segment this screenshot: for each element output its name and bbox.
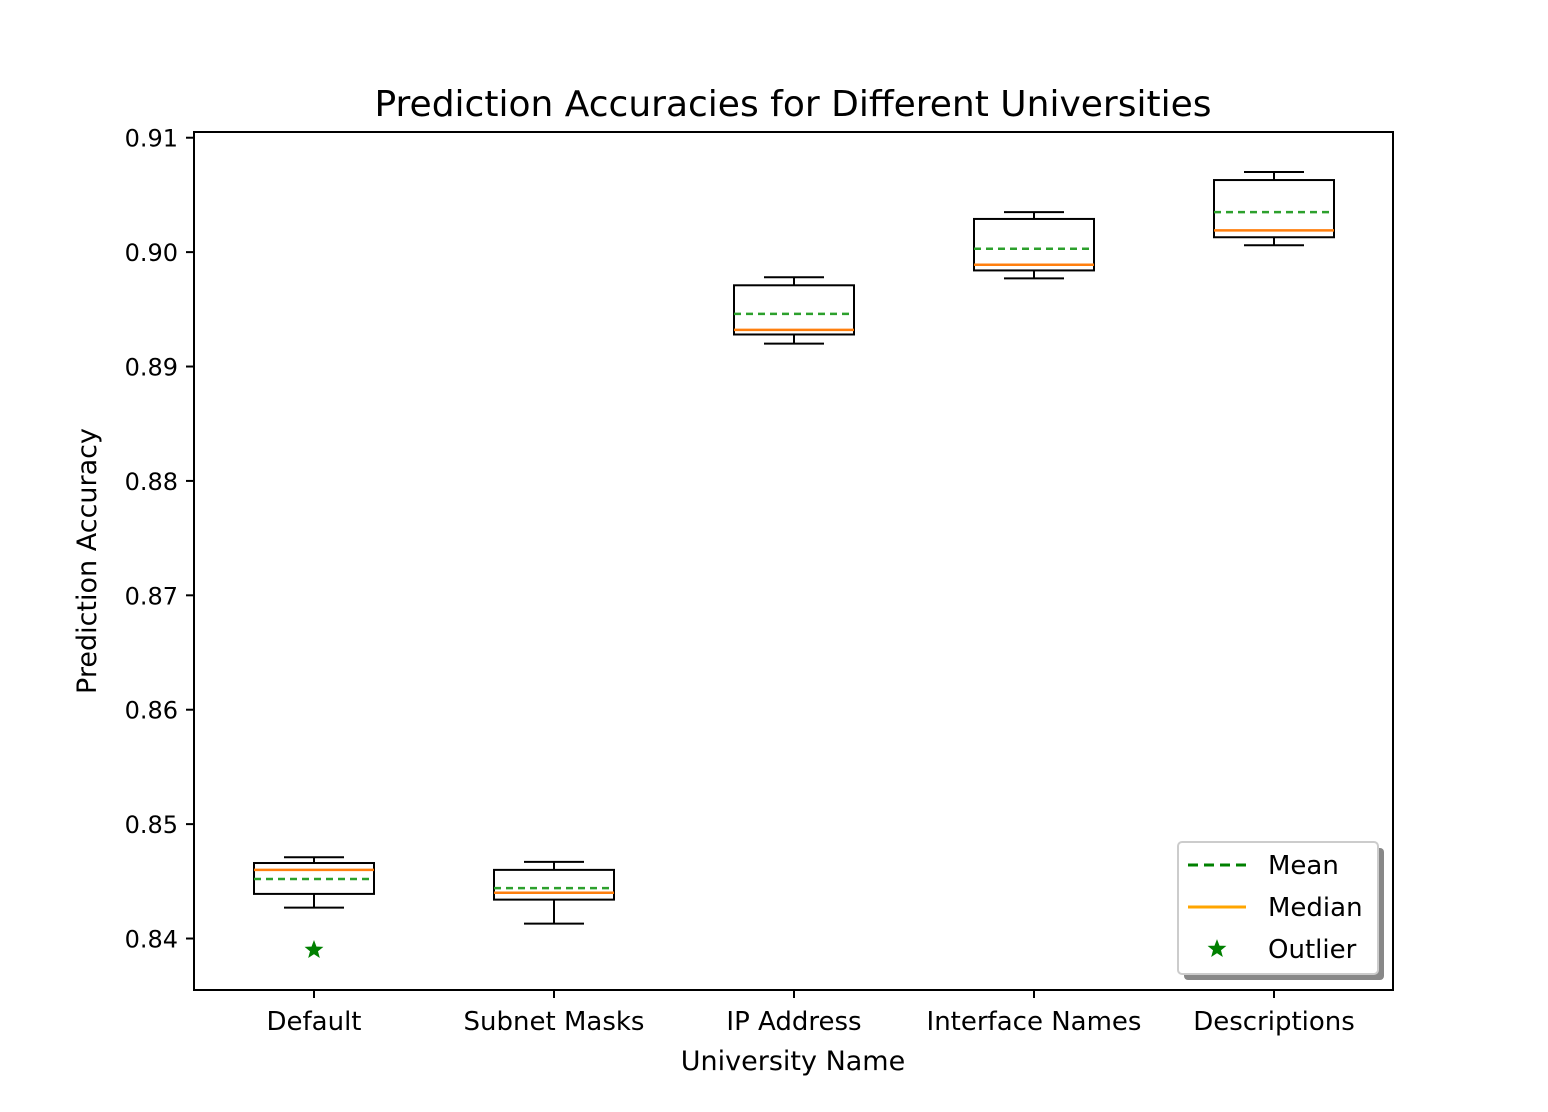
y-tick-label: 0.89 bbox=[125, 354, 178, 382]
box-group-descriptions bbox=[1213, 171, 1335, 247]
legend-label: Outlier bbox=[1268, 935, 1357, 965]
legend-box bbox=[1177, 841, 1379, 975]
x-axis-label: University Name bbox=[681, 1046, 905, 1077]
chart-title: Prediction Accuracies for Different Univ… bbox=[374, 84, 1211, 125]
y-tick-label: 0.91 bbox=[125, 125, 178, 153]
y-tick-label: 0.90 bbox=[125, 239, 178, 267]
legend-label: Mean bbox=[1268, 851, 1339, 881]
box-iqr bbox=[1213, 179, 1335, 239]
y-axis: 0.84 0.85 0.86 0.87 0.88 0.89 0.90 0.91 bbox=[125, 125, 194, 954]
box-group-default bbox=[253, 856, 375, 958]
legend: Mean Median Outlier bbox=[1177, 841, 1384, 980]
box-group-subnet-masks bbox=[493, 860, 615, 925]
y-tick-label: 0.84 bbox=[125, 926, 178, 954]
box-iqr bbox=[733, 284, 855, 336]
legend-outlier-swatch bbox=[1207, 939, 1227, 958]
y-tick-label: 0.86 bbox=[125, 697, 178, 725]
x-axis: Default Subnet Masks IP Address Interface N… bbox=[267, 990, 1355, 1037]
y-tick-label: 0.85 bbox=[125, 811, 178, 839]
x-tick-label: Interface Names bbox=[927, 1007, 1142, 1037]
y-tick-label: 0.88 bbox=[125, 468, 178, 496]
x-tick-label: Subnet Masks bbox=[464, 1007, 645, 1037]
box-iqr bbox=[973, 217, 1095, 272]
plot-area bbox=[253, 171, 1335, 958]
outlier-point bbox=[304, 940, 324, 958]
x-tick-label: IP Address bbox=[726, 1007, 861, 1037]
y-tick-label: 0.87 bbox=[125, 582, 178, 610]
legend-label: Median bbox=[1268, 893, 1363, 923]
y-axis-label: Prediction Accuracy bbox=[72, 428, 103, 694]
box-group-interface-names bbox=[973, 211, 1095, 280]
box-iqr bbox=[493, 868, 615, 901]
box-group-ip-address bbox=[733, 276, 855, 345]
x-tick-label: Descriptions bbox=[1193, 1007, 1355, 1037]
x-tick-label: Default bbox=[267, 1007, 362, 1037]
